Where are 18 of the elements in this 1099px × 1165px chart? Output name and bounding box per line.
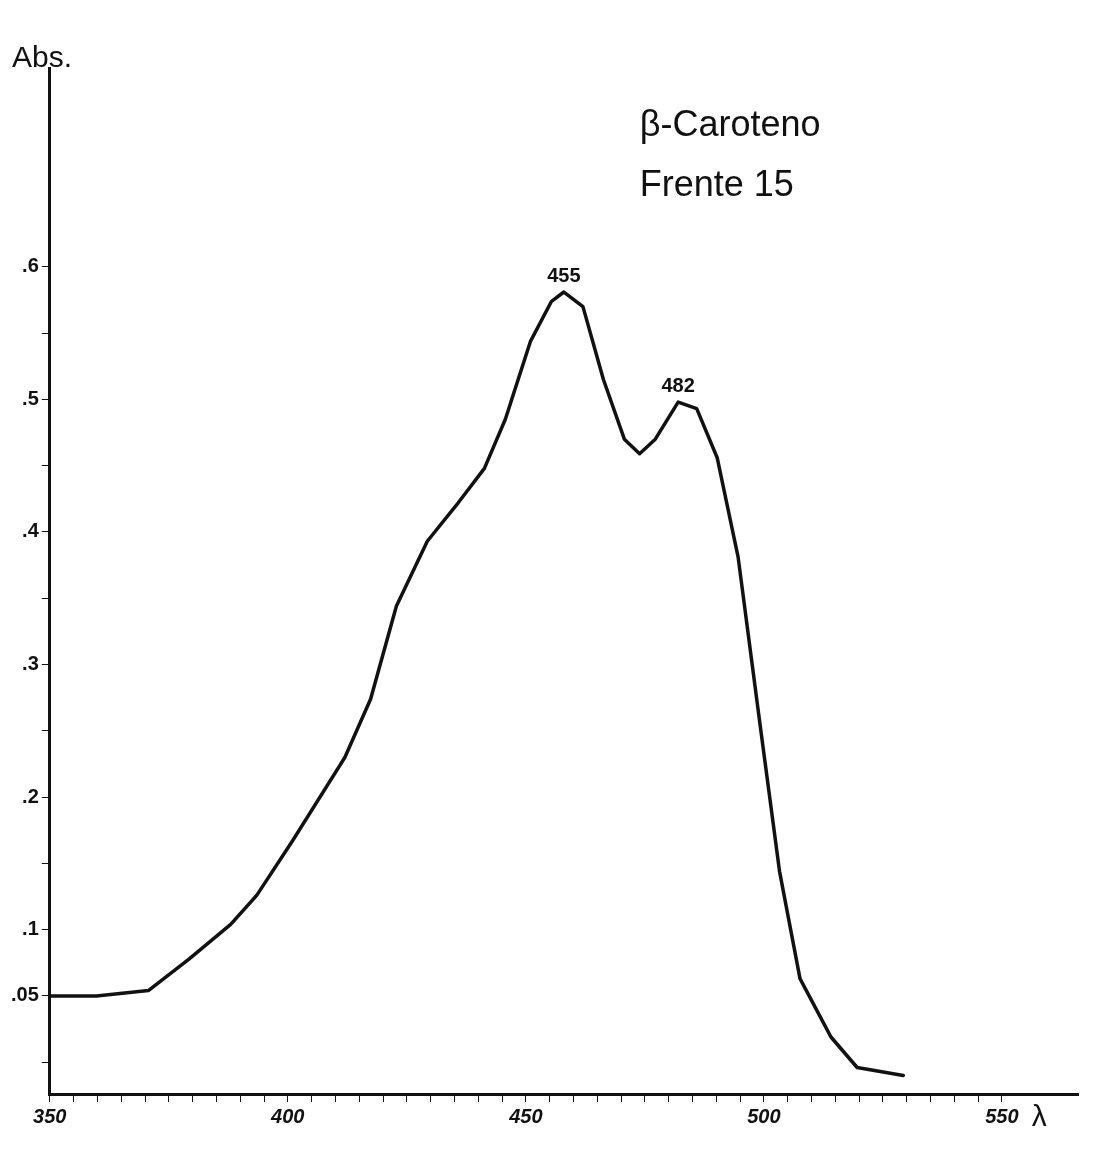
x-tick-label: 350 [33,1104,67,1127]
y-tick-label: .5 [22,386,39,409]
y-tick-label: .2 [22,784,39,807]
x-tick-label: 500 [747,1104,781,1127]
y-tick-label: .3 [22,652,39,675]
text: Frente 15 [639,162,794,204]
y-tick-label: .6 [22,254,39,277]
x-axis-title: λ [1031,1099,1047,1133]
y-axis-title: Abs. [12,40,73,74]
annotation: 455 [547,263,581,286]
x-tick-label: 450 [508,1104,543,1127]
x-tick-label: 550 [985,1104,1019,1127]
y-tick-label: .1 [22,917,39,940]
x-tick-label: 400 [270,1104,305,1127]
y-tick-label: .05 [10,983,39,1006]
text: β-Caroteno [639,102,821,144]
annotation: 482 [661,373,695,396]
y-tick-label: .4 [22,519,40,542]
